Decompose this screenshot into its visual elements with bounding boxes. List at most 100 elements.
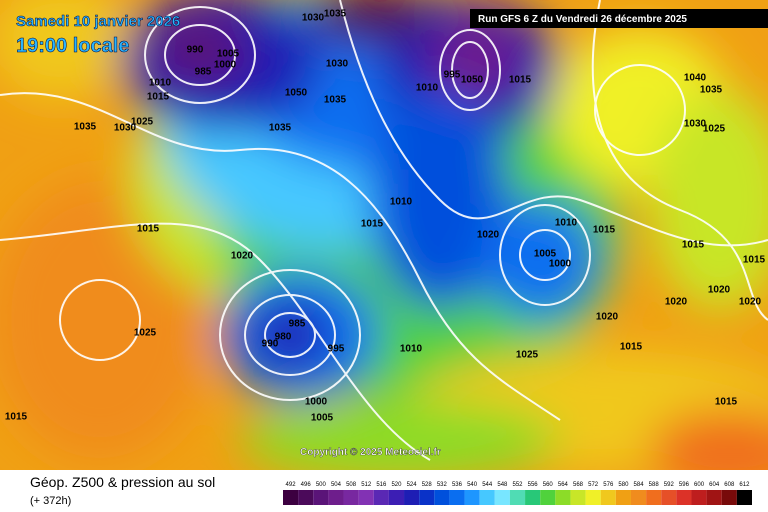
legend-label: 592 (664, 482, 675, 488)
colorbar: 492 496 500 504 508 512 516 520 524 528 532 536 540 5… (283, 482, 752, 505)
legend-swatch (615, 490, 631, 505)
isobar-label: 1035 (700, 85, 723, 96)
isobar-label: 1030 (326, 59, 349, 70)
isobar-label: 1015 (620, 342, 643, 353)
isobar-label: 1015 (509, 75, 532, 86)
legend-label: 504 (331, 482, 342, 488)
legend-label: 496 (301, 482, 312, 488)
legend-label: 596 (679, 482, 690, 488)
isobar-label: 1015 (5, 412, 28, 423)
legend-label: 572 (588, 482, 599, 488)
isobar-label: 1050 (461, 75, 484, 86)
legend-label: 600 (694, 482, 705, 488)
run-banner (470, 9, 768, 28)
isobar-label: 1020 (596, 312, 619, 323)
legend-label: 560 (543, 482, 554, 488)
legend-swatch (646, 490, 662, 505)
legend-swatch (630, 490, 647, 505)
legend-label: 588 (649, 482, 660, 488)
legend-label: 608 (724, 482, 735, 488)
isobar-label: 1015 (743, 255, 766, 266)
legend-swatch (585, 490, 601, 505)
legend-label: 612 (739, 482, 750, 488)
isobar-label: 1050 (285, 88, 308, 99)
isobar-label: 1025 (703, 124, 726, 135)
legend-label: 508 (346, 482, 357, 488)
legend-label: 548 (497, 482, 508, 488)
legend-swatch (676, 490, 692, 505)
legend-label: 500 (316, 482, 327, 488)
legend-swatch (358, 490, 374, 505)
isobar-label: 1020 (231, 251, 254, 262)
legend-label: 552 (512, 482, 523, 488)
legend-label: 544 (482, 482, 493, 488)
legend-swatch (388, 490, 405, 505)
run-info: Run GFS 6 Z du Vendredi 26 décembre 2025 (478, 14, 687, 25)
legend-label: 492 (286, 482, 297, 488)
isobar-label: 1005 (311, 413, 334, 424)
isobar-label: 1010 (400, 344, 423, 355)
isobar-label: 1025 (134, 328, 157, 339)
isobar-label: 1025 (131, 117, 154, 128)
legend-swatch (721, 490, 737, 505)
isobar-label: 1020 (739, 297, 762, 308)
isobar-label: 1035 (269, 123, 292, 134)
isobar-label: 990 (262, 339, 279, 350)
isobar-label: 1015 (137, 224, 160, 235)
legend-label: 556 (528, 482, 539, 488)
legend-swatch (328, 490, 344, 505)
isobar-label: 1010 (390, 197, 413, 208)
legend-label: 512 (361, 482, 372, 488)
footer-title: Géop. Z500 & pression au sol (30, 474, 215, 490)
isobar-label: 1035 (324, 9, 347, 20)
legend-swatch (691, 490, 707, 505)
legend-swatch (555, 490, 571, 505)
isobar-label: 985 (195, 67, 212, 78)
isobar-label: 985 (289, 319, 306, 330)
legend-label: 524 (407, 482, 418, 488)
copyright: Copyright © 2025 Meteociel.fr (300, 447, 441, 458)
legend-label: 540 (467, 482, 478, 488)
isobar-label: 1000 (214, 60, 237, 71)
date: Samedi 10 janvier 2026 (16, 13, 180, 30)
legend-swatch (404, 490, 420, 505)
isobar-label: 1020 (708, 285, 731, 296)
field (0, 0, 768, 470)
legend-label: 516 (376, 482, 387, 488)
legend-label: 576 (603, 482, 614, 488)
isobar-label: 1010 (416, 83, 439, 94)
isobar-label: 1030 (114, 123, 137, 134)
isobar-label: 995 (444, 70, 461, 81)
legend-label: 520 (391, 482, 402, 488)
isobar-label: 1010 (149, 78, 172, 89)
legend-label: 532 (437, 482, 448, 488)
isobar-label: 1025 (516, 350, 539, 361)
isobar-label: 990 (187, 45, 204, 56)
isobar-label: 1000 (549, 259, 572, 270)
legend-label: 564 (558, 482, 569, 488)
isobar-label: 1015 (361, 219, 384, 230)
legend-swatch (479, 490, 495, 505)
legend-swatch (706, 490, 722, 505)
isobar-label: 1010 (555, 218, 578, 229)
legend-label: 536 (452, 482, 463, 488)
legend-label: 604 (709, 482, 720, 488)
legend-swatch (736, 490, 752, 505)
legend-swatch (343, 490, 359, 505)
legend-swatch (283, 490, 299, 505)
legend-swatch (464, 490, 480, 505)
legend-swatch (525, 490, 541, 505)
legend-swatch (313, 490, 329, 505)
isobar-label: 1015 (147, 92, 170, 103)
footer-lead: (+ 372h) (30, 495, 71, 507)
legend-swatch (661, 490, 677, 505)
legend-swatch (298, 490, 314, 505)
isobar-label: 1005 (217, 49, 240, 60)
isobar-label: 1020 (665, 297, 688, 308)
isobar-label: 1015 (682, 240, 705, 251)
isobar-label: 1020 (477, 230, 500, 241)
legend-label: 568 (573, 482, 584, 488)
isobar-labels: 1035 103010251010101599098510051000105010… (5, 9, 766, 424)
